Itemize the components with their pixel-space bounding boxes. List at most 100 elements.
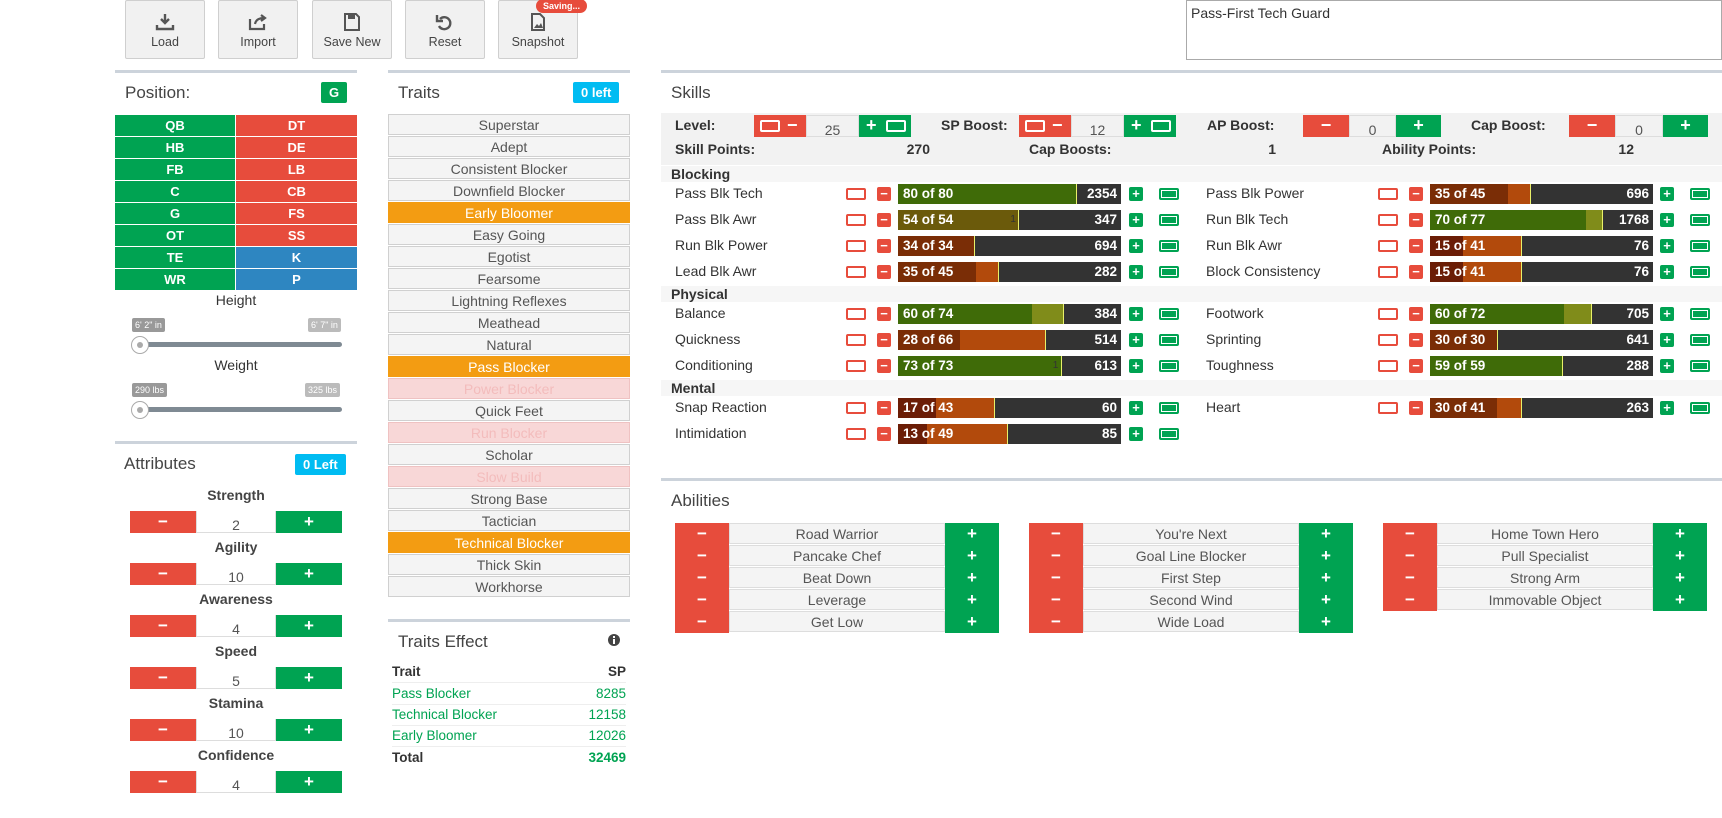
position-k-button[interactable]: K (236, 247, 357, 268)
ability-road-warrior[interactable]: Road Warrior (729, 523, 945, 544)
pancake-chef-remove-button[interactable]: − (675, 545, 729, 567)
cap-boost-decrease[interactable]: − (1569, 115, 1615, 137)
road-warrior-add-button[interactable]: + (945, 523, 999, 545)
battery-full-icon[interactable] (1690, 188, 1710, 200)
first-step-add-button[interactable]: + (1299, 567, 1353, 589)
toughness-increase-button[interactable]: + (1660, 359, 1674, 373)
trait-technical-blocker[interactable]: Technical Blocker (388, 532, 630, 553)
level-decrease[interactable]: − (754, 115, 806, 137)
battery-empty-icon[interactable] (846, 214, 866, 226)
snap-reaction-decrease-button[interactable]: − (877, 401, 891, 415)
trait-adept[interactable]: Adept (388, 136, 630, 157)
position-ss-button[interactable]: SS (236, 225, 357, 246)
pull-specialist-remove-button[interactable]: − (1383, 545, 1437, 567)
strong-arm-add-button[interactable]: + (1653, 567, 1707, 589)
pass-blk-power-increase-button[interactable]: + (1660, 187, 1674, 201)
battery-full-icon[interactable] (1690, 214, 1710, 226)
ability-pancake-chef[interactable]: Pancake Chef (729, 545, 945, 566)
awareness-value[interactable]: 4 (196, 615, 276, 637)
sprinting-decrease-button[interactable]: − (1409, 333, 1423, 347)
run-blk-tech-increase-button[interactable]: + (1660, 213, 1674, 227)
position-c-button[interactable]: C (115, 181, 235, 202)
you-re-next-add-button[interactable]: + (1299, 523, 1353, 545)
balance-increase-button[interactable]: + (1129, 307, 1143, 321)
position-hb-button[interactable]: HB (115, 137, 235, 158)
stamina-increase-button[interactable]: + (276, 719, 342, 741)
level-increase[interactable]: + (859, 115, 911, 137)
battery-full-icon[interactable] (1159, 360, 1179, 372)
run-blk-awr-increase-button[interactable]: + (1660, 239, 1674, 253)
footwork-increase-button[interactable]: + (1660, 307, 1674, 321)
height-slider-handle[interactable] (131, 336, 149, 354)
position-te-button[interactable]: TE (115, 247, 235, 268)
heart-increase-button[interactable]: + (1660, 401, 1674, 415)
battery-full-icon[interactable] (1690, 266, 1710, 278)
battery-empty-icon[interactable] (1378, 214, 1398, 226)
pass-blk-awr-increase-button[interactable]: + (1129, 213, 1143, 227)
strength-increase-button[interactable]: + (276, 511, 342, 533)
snap-reaction-increase-button[interactable]: + (1129, 401, 1143, 415)
battery-full-icon[interactable] (1159, 266, 1179, 278)
get-low-remove-button[interactable]: − (675, 611, 729, 633)
position-g-button[interactable]: G (115, 203, 235, 224)
battery-empty-icon[interactable] (1378, 402, 1398, 414)
confidence-value[interactable]: 4 (196, 771, 276, 793)
trait-early-bloomer[interactable]: Early Bloomer (388, 202, 630, 223)
second-wind-remove-button[interactable]: − (1029, 589, 1083, 611)
you-re-next-remove-button[interactable]: − (1029, 523, 1083, 545)
ability-second-wind[interactable]: Second Wind (1083, 589, 1299, 610)
position-p-button[interactable]: P (236, 269, 357, 290)
ability-leverage[interactable]: Leverage (729, 589, 945, 610)
pass-blk-power-decrease-button[interactable]: − (1409, 187, 1423, 201)
cap-boost-value[interactable]: 0 (1615, 115, 1663, 137)
weight-slider-handle[interactable] (131, 401, 149, 419)
beat-down-add-button[interactable]: + (945, 567, 999, 589)
info-icon[interactable] (608, 634, 620, 646)
battery-full-icon[interactable] (1690, 402, 1710, 414)
battery-full-icon[interactable] (1690, 360, 1710, 372)
battery-full-icon[interactable] (1159, 240, 1179, 252)
trait-meathead[interactable]: Meathead (388, 312, 630, 333)
toughness-decrease-button[interactable]: − (1409, 359, 1423, 373)
agility-increase-button[interactable]: + (276, 563, 342, 585)
ap-boost-value[interactable]: 0 (1349, 115, 1396, 137)
save-new-button[interactable]: Save New (312, 0, 392, 59)
trait-easy-going[interactable]: Easy Going (388, 224, 630, 245)
trait-thick-skin[interactable]: Thick Skin (388, 554, 630, 575)
run-blk-power-decrease-button[interactable]: − (877, 239, 891, 253)
strong-arm-remove-button[interactable]: − (1383, 567, 1437, 589)
heart-decrease-button[interactable]: − (1409, 401, 1423, 415)
battery-full-icon[interactable] (1690, 308, 1710, 320)
awareness-decrease-button[interactable]: − (130, 615, 196, 637)
agility-value[interactable]: 10 (196, 563, 276, 585)
pull-specialist-add-button[interactable]: + (1653, 545, 1707, 567)
immovable-object-remove-button[interactable]: − (1383, 589, 1437, 611)
first-step-remove-button[interactable]: − (1029, 567, 1083, 589)
trait-fearsome[interactable]: Fearsome (388, 268, 630, 289)
trait-egotist[interactable]: Egotist (388, 246, 630, 267)
immovable-object-add-button[interactable]: + (1653, 589, 1707, 611)
battery-empty-icon[interactable] (846, 308, 866, 320)
agility-decrease-button[interactable]: − (130, 563, 196, 585)
position-qb-button[interactable]: QB (115, 115, 235, 136)
block-consistency-increase-button[interactable]: + (1660, 265, 1674, 279)
trait-quick-feet[interactable]: Quick Feet (388, 400, 630, 421)
pass-blk-tech-decrease-button[interactable]: − (877, 187, 891, 201)
battery-full-icon[interactable] (1690, 240, 1710, 252)
position-lb-button[interactable]: LB (236, 159, 357, 180)
battery-empty-icon[interactable] (846, 360, 866, 372)
battery-empty-icon[interactable] (1378, 188, 1398, 200)
position-dt-button[interactable]: DT (236, 115, 357, 136)
wide-load-add-button[interactable]: + (1299, 611, 1353, 633)
position-ot-button[interactable]: OT (115, 225, 235, 246)
trait-tactician[interactable]: Tactician (388, 510, 630, 531)
battery-full-icon[interactable] (1159, 402, 1179, 414)
trait-consistent-blocker[interactable]: Consistent Blocker (388, 158, 630, 179)
conditioning-increase-button[interactable]: + (1129, 359, 1143, 373)
battery-empty-icon[interactable] (846, 266, 866, 278)
reset-button[interactable]: Reset (405, 0, 485, 59)
battery-empty-icon[interactable] (846, 240, 866, 252)
position-fb-button[interactable]: FB (115, 159, 235, 180)
leverage-remove-button[interactable]: − (675, 589, 729, 611)
trait-scholar[interactable]: Scholar (388, 444, 630, 465)
